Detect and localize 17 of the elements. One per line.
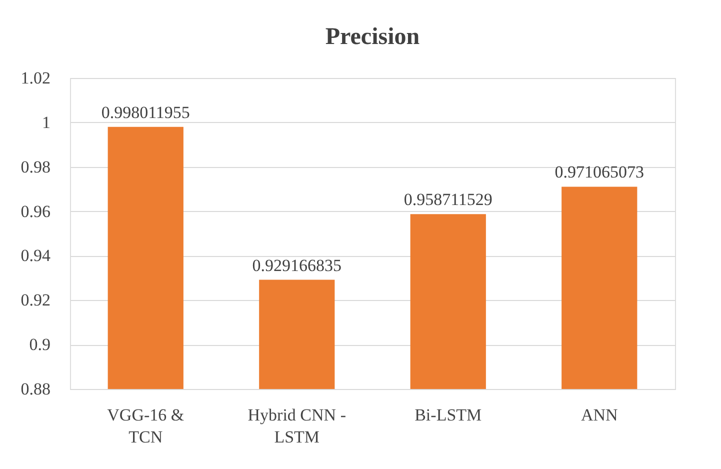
chart-title: Precision	[325, 24, 420, 50]
data-label: 0.971065073	[554, 162, 644, 182]
x-tick-label: ANN	[580, 406, 618, 424]
x-tick-label: Hybrid CNN - LSTM	[248, 406, 346, 446]
y-tick-label: 0.9	[29, 335, 50, 354]
x-tick-label: VGG-16 & TCN	[107, 406, 184, 446]
y-tick-label: 0.92	[20, 290, 50, 310]
data-label: 0.958711529	[404, 190, 492, 210]
x-tick-label: Bi-LSTM	[414, 406, 482, 424]
y-tick-label: 1.02	[20, 68, 50, 88]
y-tick-label: 0.94	[20, 246, 51, 266]
data-label: 0.998011955	[101, 102, 190, 122]
y-tick-label: 1	[42, 112, 50, 132]
y-tick-label: 0.96	[20, 202, 50, 221]
data-label: 0.929166835	[252, 256, 342, 275]
y-tick-label: 0.98	[20, 157, 50, 176]
y-tick-label: 0.88	[20, 380, 50, 398]
